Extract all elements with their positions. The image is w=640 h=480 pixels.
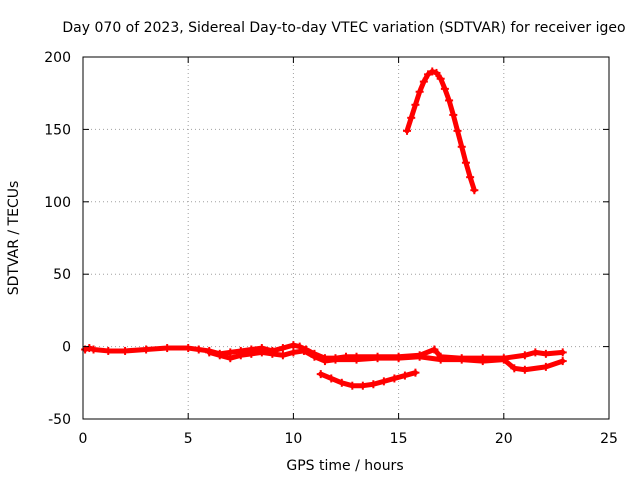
data-point [390, 374, 399, 383]
data-point [310, 352, 319, 361]
data-point [205, 348, 214, 357]
data-point [415, 87, 424, 96]
plot-frame [82, 56, 610, 420]
data-point [520, 365, 529, 374]
y-axis-label: SDTVAR / TECUs [6, 181, 22, 296]
data-point [89, 345, 98, 354]
data-layer [81, 67, 567, 390]
series-negative-arc [318, 370, 418, 389]
data-point [430, 345, 439, 354]
y-tick-label: 100 [44, 195, 71, 211]
data-point [436, 74, 445, 83]
data-point [411, 100, 420, 109]
x-tick-label: 15 [390, 431, 408, 447]
data-point [373, 354, 382, 363]
data-point [461, 158, 470, 167]
data-point [142, 345, 151, 354]
data-point [85, 344, 94, 353]
data-point [407, 113, 416, 122]
y-tick-label: 50 [53, 267, 71, 283]
x-tick-label: 5 [184, 431, 193, 447]
x-axis-label: GPS time / hours [286, 458, 403, 474]
data-point [445, 96, 454, 105]
data-point [358, 381, 367, 390]
data-point [510, 364, 519, 373]
data-point [558, 348, 567, 357]
data-point [541, 349, 550, 358]
data-point [215, 351, 224, 360]
grid [83, 57, 609, 419]
data-point [121, 346, 130, 355]
data-point [453, 126, 462, 135]
ticks: 0 5 10 15 20 25 -50 0 50 100 150 200 [44, 50, 618, 447]
data-point [470, 186, 479, 195]
data-point [379, 377, 388, 386]
x-tick-label: 25 [600, 431, 618, 447]
data-point [236, 351, 245, 360]
data-point [278, 351, 287, 360]
data-point [289, 341, 298, 350]
data-point [394, 354, 403, 363]
data-point [411, 368, 420, 377]
data-point [432, 68, 441, 77]
data-point [449, 110, 458, 119]
series-peak-arc [404, 68, 477, 193]
x-tick-label: 20 [495, 431, 513, 447]
x-tick-label: 10 [284, 431, 302, 447]
data-point [428, 67, 437, 76]
data-point [352, 355, 361, 364]
y-tick-label: 0 [62, 340, 71, 356]
data-point [419, 77, 428, 86]
data-point [424, 70, 433, 79]
y-tick-label: -50 [48, 412, 71, 428]
data-point [466, 173, 475, 182]
data-point [348, 381, 357, 390]
data-point [520, 351, 529, 360]
data-point [320, 357, 329, 366]
data-point [541, 362, 550, 371]
data-point [337, 378, 346, 387]
data-point [415, 352, 424, 361]
data-point [436, 355, 445, 364]
y-tick-label: 200 [44, 50, 71, 66]
data-point [457, 142, 466, 151]
series-main-band [82, 342, 566, 361]
data-point [327, 374, 336, 383]
data-point [369, 380, 378, 389]
data-point [226, 354, 235, 363]
data-point [478, 357, 487, 366]
data-point [257, 348, 266, 357]
data-point [400, 371, 409, 380]
x-tick-label: 0 [79, 431, 88, 447]
y-tick-label: 150 [44, 122, 71, 138]
data-point [558, 357, 567, 366]
data-point [316, 370, 325, 379]
data-point [499, 355, 508, 364]
data-point [268, 349, 277, 358]
data-point [247, 349, 256, 358]
data-point [194, 345, 203, 354]
data-point [440, 84, 449, 93]
data-point [531, 348, 540, 357]
data-point [457, 355, 466, 364]
data-point [104, 346, 113, 355]
data-point [299, 346, 308, 355]
data-point [403, 126, 412, 135]
data-point [184, 344, 193, 353]
data-point [331, 355, 340, 364]
data-point [289, 348, 298, 357]
data-point [163, 344, 172, 353]
chart-title: Day 070 of 2023, Sidereal Day-to-day VTE… [62, 20, 625, 36]
data-point [278, 344, 287, 353]
